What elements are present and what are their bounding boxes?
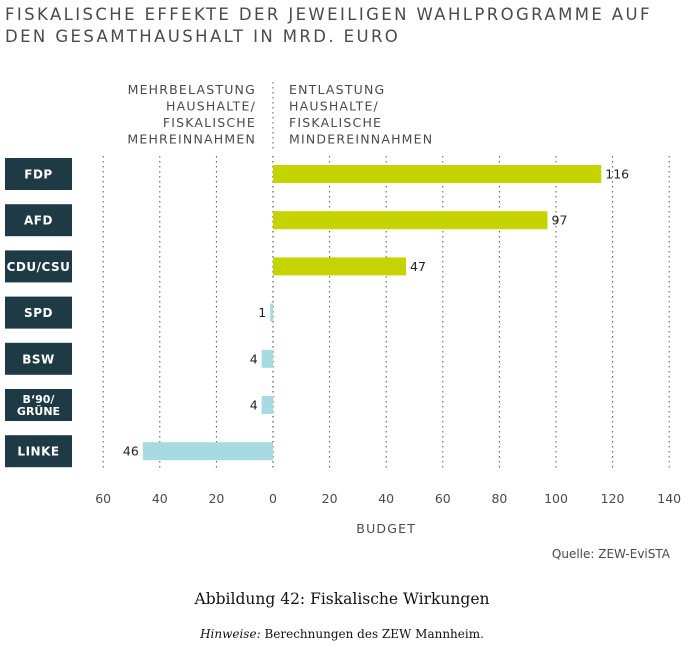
bar-value-label: 4 [250,351,258,366]
bar-value-label: 4 [250,398,258,413]
chart-title-line-1: FISKALISCHE EFFEKTE DER JEWEILIGEN WAHLP… [5,5,652,24]
bar-value-label: 97 [552,213,568,228]
source-note: Quelle: ZEW-EviSTA [552,547,671,561]
bar-linke [142,442,273,461]
category-box [5,342,72,375]
category-box [5,435,72,468]
bars: 116 97 47 1 4 4 46 [123,165,629,461]
category-box [5,389,72,421]
x-tick-label: 100 [544,491,568,506]
note-text: Berechnungen des ZEW Mannheim. [264,627,484,641]
column-headers: MEHRBELASTUNG HAUSHALTE/FISKALISCHE MEHREI… [127,82,433,150]
x-tick-label: 40 [378,491,394,506]
bar-bsw [261,349,273,368]
bar-fdp [273,165,602,183]
x-axis-label: BUDGET [356,521,416,536]
left-header-line-4: MEHREINNAHMEN [127,132,256,147]
bar-afd [273,211,548,230]
bar-value-label: 47 [410,259,426,274]
x-tick-label: 80 [491,491,507,506]
left-header-line-2: HAUSHALTE/ [166,99,256,114]
category-label: BSW [22,352,55,366]
left-header-line-3: FISKALISCHE [163,115,256,130]
x-tick-label: 40 [152,491,168,506]
right-header-line-1: ENTLASTUNG [289,82,385,97]
grid-lines [102,156,670,470]
bar-value-label: 1 [258,305,266,320]
x-tick-label: 20 [208,491,224,506]
x-tick-label: 20 [322,491,338,506]
chart-title: FISKALISCHE EFFEKTE DER JEWEILIGEN WAHLP… [5,4,675,48]
category-label: FDP [24,168,52,182]
bar-cdu-csu [273,257,407,276]
x-tick-label: 120 [601,491,625,506]
chart-title-line-2: DEN GESAMTHAUSHALT IN MRD. EURO [5,27,401,46]
x-tick-label: 140 [657,491,681,506]
right-header-line-4: MINDEREINNAHMEN [289,132,433,147]
bar-value-label: 116 [605,167,629,182]
figure-note: Hinweise: Berechnungen des ZEW Mannheim. [0,627,684,641]
note-label: Hinweise: [200,627,261,641]
x-tick-labels: 60 40 20 0 20 40 60 80 100 120 140 [95,491,681,506]
figure-caption: Abbildung 42: Fiskalische Wirkungen [194,590,490,608]
category-label: B‘90/GRÜNE [17,393,60,418]
bar-spd [270,303,273,322]
category-label: LINKE [17,445,59,459]
x-tick-label: 0 [269,491,277,506]
bar-b-90-gr-ne [261,396,273,414]
category-box [5,158,72,190]
category-box [5,250,72,283]
category-label: CDU/CSU [7,260,71,274]
bar-value-label: 46 [123,444,139,459]
x-tick-label: 60 [435,491,451,506]
x-tick-label: 60 [95,491,111,506]
category-label: SPD [24,306,53,320]
left-header-line-1: MEHRBELASTUNG [128,82,256,97]
category-labels: FDP AFD CDU/CSU SPD BSW B‘90/GRÜNE LINKE [5,158,72,468]
category-box [5,296,72,329]
category-label: AFD [24,214,53,228]
bar-chart: MEHRBELASTUNG HAUSHALTE/FISKALISCHE MEHREI… [5,82,681,561]
right-header-line-2: HAUSHALTE/ [289,99,379,114]
category-box [5,204,72,237]
right-header-line-3: FISKALISCHE [289,115,382,130]
